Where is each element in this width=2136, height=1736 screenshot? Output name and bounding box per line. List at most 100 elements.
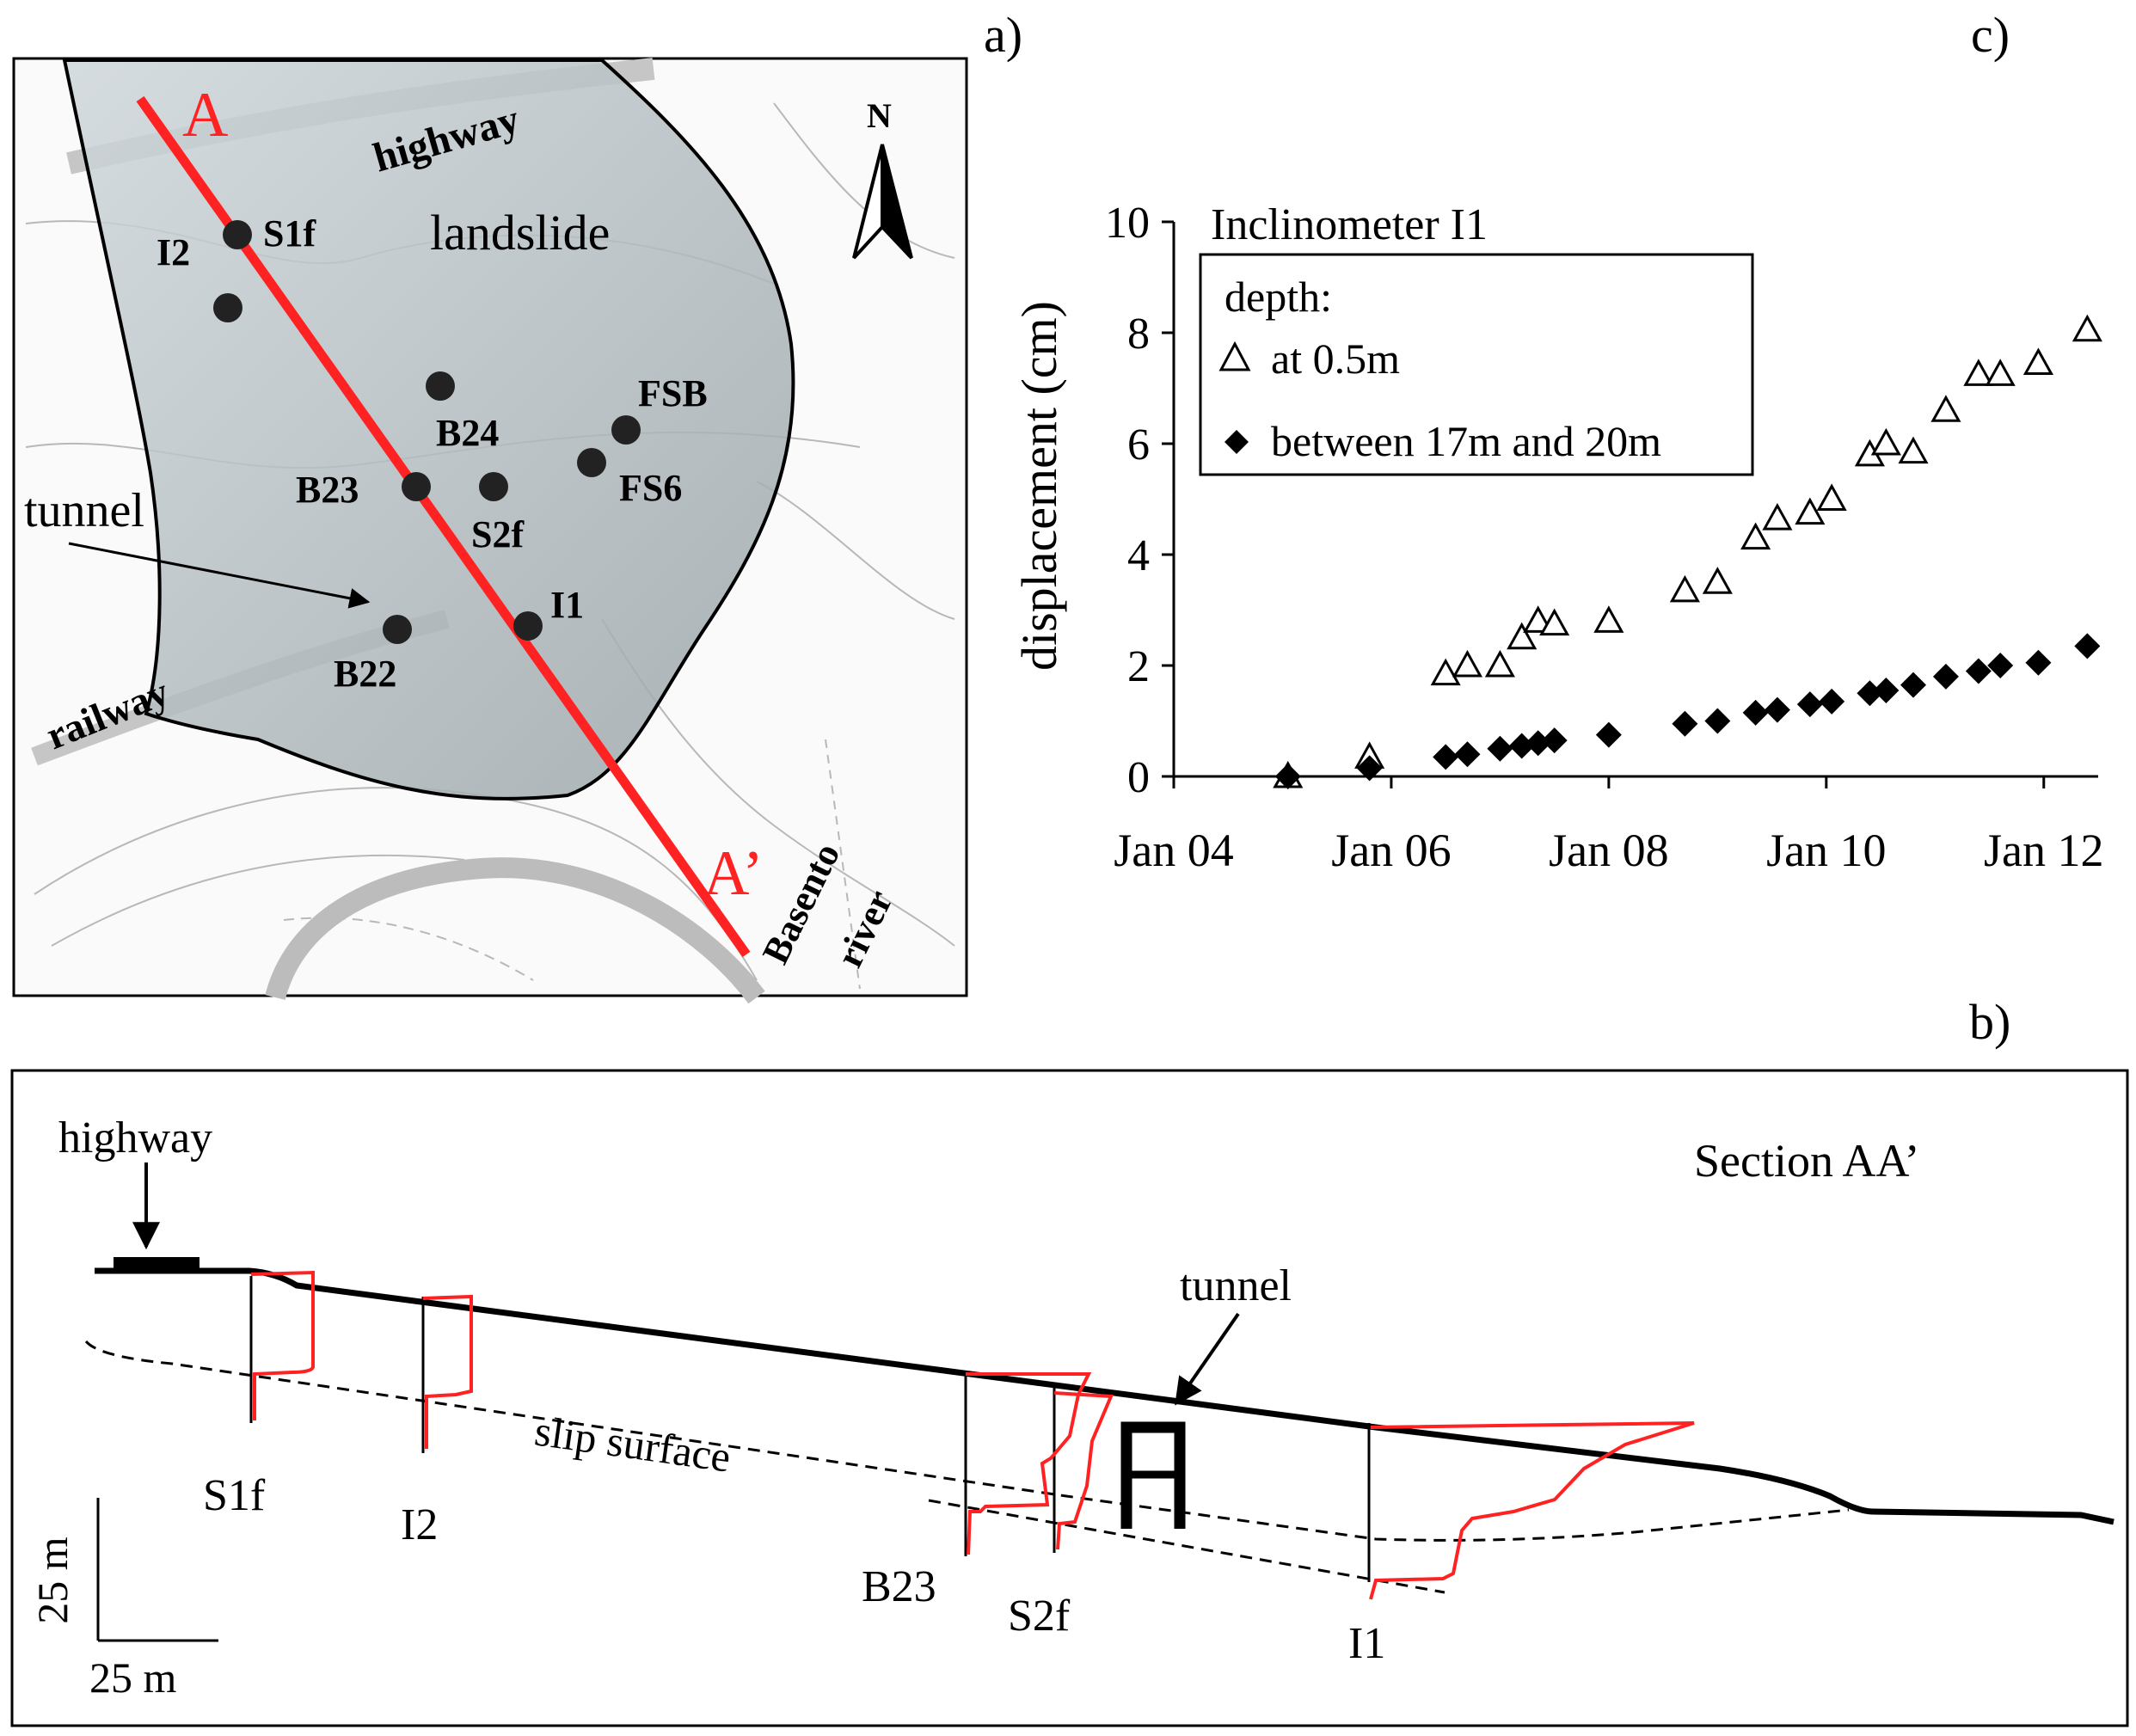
chart-legend: depth: at 0.5m between 17m and 20m xyxy=(1199,253,1754,476)
data-point-17m-20m xyxy=(2025,649,2052,676)
x-tick-label: Jan 08 xyxy=(1549,825,1668,876)
data-point-17m-20m xyxy=(1796,691,1823,718)
map-point-label: FS6 xyxy=(619,467,682,509)
section-frame xyxy=(10,1069,2129,1727)
data-point-at-0-5m xyxy=(1452,649,1483,678)
data-point-at-0-5m xyxy=(1507,622,1538,650)
data-point-17m-20m xyxy=(1433,744,1459,770)
data-point-at-0-5m xyxy=(1669,574,1700,603)
y-tick-label: 2 xyxy=(1127,642,1150,691)
map-point-i2 xyxy=(213,293,242,322)
data-point-17m-20m xyxy=(1857,680,1883,707)
data-point-17m-20m xyxy=(1819,688,1845,715)
map-landslide-label: landslide xyxy=(430,205,610,261)
profile-s2f xyxy=(1053,1391,1114,1550)
data-point-17m-20m xyxy=(1356,755,1383,782)
x-tick-label: Jan 04 xyxy=(1114,825,1233,876)
data-point-17m-20m xyxy=(1764,696,1790,723)
data-point-17m-20m xyxy=(2074,633,2101,659)
borehole-label: I1 xyxy=(1348,1619,1385,1668)
slip-surface-upper xyxy=(84,1340,1850,1542)
slip-surface-label: slip surface xyxy=(531,1406,733,1481)
section-highway-label: highway xyxy=(58,1113,212,1162)
map-point-s1f xyxy=(223,220,252,249)
map-point-fs6 xyxy=(577,448,606,477)
data-point-at-0-5m xyxy=(1870,427,1901,456)
y-tick-label: 0 xyxy=(1127,753,1150,802)
data-point-17m-20m xyxy=(1987,653,2014,678)
y-tick-label: 6 xyxy=(1127,420,1150,469)
borehole-label: S2f xyxy=(1008,1592,1071,1641)
data-point-17m-20m xyxy=(1487,735,1513,762)
data-point-at-0-5m xyxy=(1523,605,1554,633)
data-point-17m-20m xyxy=(1541,727,1568,754)
displacement-profiles xyxy=(250,1270,1695,1600)
data-point-at-0-5m xyxy=(2072,314,2102,342)
legend-series-1-label: at 0.5m xyxy=(1271,334,1400,383)
data-point-17m-20m xyxy=(1900,672,1926,698)
borehole-label: S1f xyxy=(203,1471,266,1520)
map-points: S1f I2 B24 FSB B23 S2f FS6 I1 B22 xyxy=(157,212,708,695)
boreholes xyxy=(249,1276,1371,1582)
chart-y-ticks: 0 2 4 6 8 10 xyxy=(1105,199,1174,802)
section-tunnel-arrow xyxy=(1175,1312,1240,1406)
profile-s1f xyxy=(250,1270,315,1420)
x-tick-label: Jan 12 xyxy=(1984,825,2103,876)
panel-label-c: c) xyxy=(1971,7,2010,63)
map-point-b22 xyxy=(383,615,412,644)
data-point-17m-20m xyxy=(1525,730,1551,757)
tunnel-icon xyxy=(1120,1421,1186,1529)
data-point-17m-20m xyxy=(1274,764,1301,789)
map-point-b23 xyxy=(402,472,431,501)
map-river-band xyxy=(265,857,765,1004)
data-point-at-0-5m xyxy=(1930,395,1961,422)
scale-vertical-label: 25 m xyxy=(28,1537,77,1624)
data-point-at-0-5m xyxy=(2022,347,2053,375)
legend-diamond-icon xyxy=(1225,430,1249,454)
legend-series-2-label: between 17m and 20m xyxy=(1271,417,1661,465)
map-point-label: S2f xyxy=(471,513,525,555)
map-point-label: FSB xyxy=(638,372,708,414)
section-panel: Section AA’ highway slip surface tunnel xyxy=(10,1069,2129,1727)
north-label: N xyxy=(867,96,892,135)
section-start-label: A xyxy=(182,80,228,150)
chart-x-ticks: Jan 04 Jan 06 Jan 08 Jan 10 Jan 12 xyxy=(1114,776,2104,876)
map-tunnel-arrow xyxy=(68,542,371,609)
legend-triangle-icon xyxy=(1218,340,1251,371)
section-tunnel-label: tunnel xyxy=(1180,1261,1292,1310)
section-title: Section AA’ xyxy=(1694,1135,1920,1187)
data-point-17m-20m xyxy=(1932,663,1959,690)
slip-surface-lower xyxy=(928,1499,1445,1594)
section-end-label: A’ xyxy=(703,838,764,909)
data-point-17m-20m xyxy=(1595,721,1622,748)
data-point-at-0-5m xyxy=(1898,436,1929,464)
map-point-i1 xyxy=(513,611,543,641)
data-point-at-0-5m xyxy=(1539,608,1570,636)
borehole-label: I2 xyxy=(401,1500,438,1549)
data-point-at-0-5m xyxy=(1816,483,1847,511)
highway-block xyxy=(114,1257,199,1269)
data-point-17m-20m xyxy=(1704,708,1731,734)
panel-label-b: b) xyxy=(1969,994,2010,1050)
data-point-at-0-5m xyxy=(1795,497,1826,525)
data-point-at-0-5m xyxy=(1740,522,1771,550)
scale-horizontal-label: 25 m xyxy=(89,1653,177,1702)
y-tick-label: 10 xyxy=(1105,199,1150,248)
map-panel: A A’ N highway landslide tunnel railway … xyxy=(12,57,968,1004)
map-point-label: B24 xyxy=(436,412,499,454)
legend-box xyxy=(1199,253,1754,476)
profile-i1 xyxy=(1369,1421,1695,1600)
map-point-label: B23 xyxy=(296,469,359,511)
legend-heading: depth: xyxy=(1225,273,1332,321)
data-point-at-0-5m xyxy=(1484,649,1515,678)
data-point-at-0-5m xyxy=(1985,359,2016,386)
map-point-label: I1 xyxy=(550,584,584,626)
chart-panel: 0 2 4 6 8 10 Jan 04 Jan 06 Jan 08 Jan 10 Jan 12 I… xyxy=(1011,199,2104,876)
map-point-fsb xyxy=(611,415,641,445)
chart-axes xyxy=(1172,222,2098,778)
data-point-at-0-5m xyxy=(1430,658,1461,686)
map-point-label: S1f xyxy=(263,212,316,255)
borehole-label: B23 xyxy=(862,1562,936,1611)
chart-y-label: displacement (cm) xyxy=(1011,301,1067,671)
